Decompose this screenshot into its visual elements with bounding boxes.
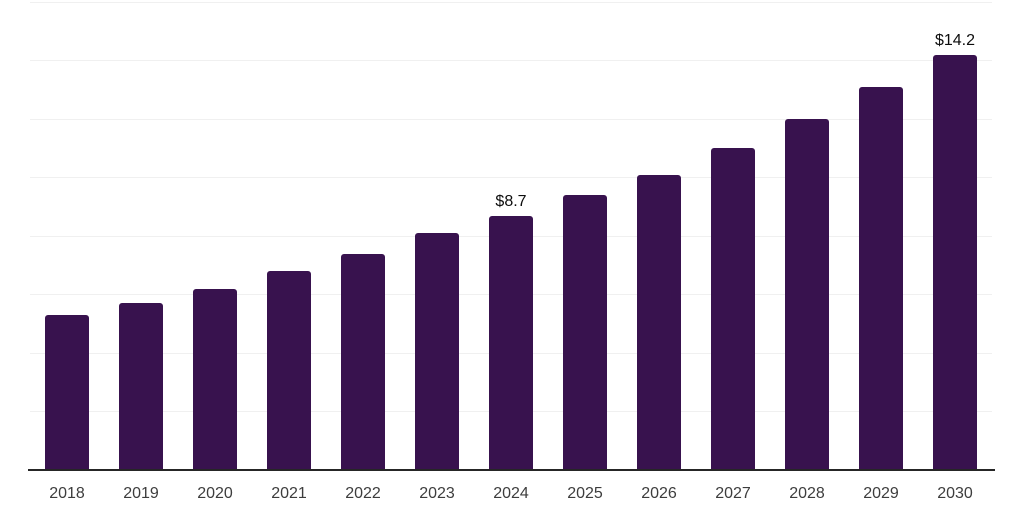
bar-2026 — [637, 174, 681, 470]
bar-2023 — [415, 233, 459, 470]
bar-2027 — [711, 148, 755, 470]
x-tick-label-2019: 2019 — [123, 485, 159, 502]
bar-2021 — [267, 271, 311, 470]
x-tick-label-2020: 2020 — [197, 485, 233, 502]
bar-2018 — [45, 314, 89, 470]
x-tick-label-2018: 2018 — [49, 485, 85, 502]
x-axis-line — [28, 469, 995, 471]
x-tick-label-2030: 2030 — [937, 485, 973, 502]
bar-value-label-2030: $14.2 — [934, 31, 976, 49]
x-tick-label-2021: 2021 — [271, 485, 307, 502]
gridline — [30, 1, 992, 3]
x-tick-label-2029: 2029 — [863, 485, 899, 502]
bar-2020 — [193, 288, 237, 470]
bar-2022 — [341, 253, 385, 470]
bar-2024 — [489, 215, 533, 470]
x-tick-label-2027: 2027 — [715, 485, 751, 502]
gridline — [30, 177, 992, 178]
x-tick-label-2024: 2024 — [493, 485, 529, 502]
x-tick-label-2023: 2023 — [419, 485, 455, 502]
bar-2029 — [859, 86, 903, 470]
bar-2019 — [119, 303, 163, 470]
x-tick-label-2026: 2026 — [641, 485, 677, 502]
gridline — [30, 60, 992, 61]
gridline — [30, 118, 992, 120]
bar-2028 — [785, 119, 829, 470]
bar-2030 — [933, 54, 977, 470]
x-tick-label-2028: 2028 — [789, 485, 825, 502]
x-tick-label-2025: 2025 — [567, 485, 603, 502]
plot-area — [30, 0, 992, 470]
bar-value-label-2024: $8.7 — [495, 192, 527, 210]
x-tick-label-2022: 2022 — [345, 485, 381, 502]
bar-2025 — [563, 195, 607, 470]
